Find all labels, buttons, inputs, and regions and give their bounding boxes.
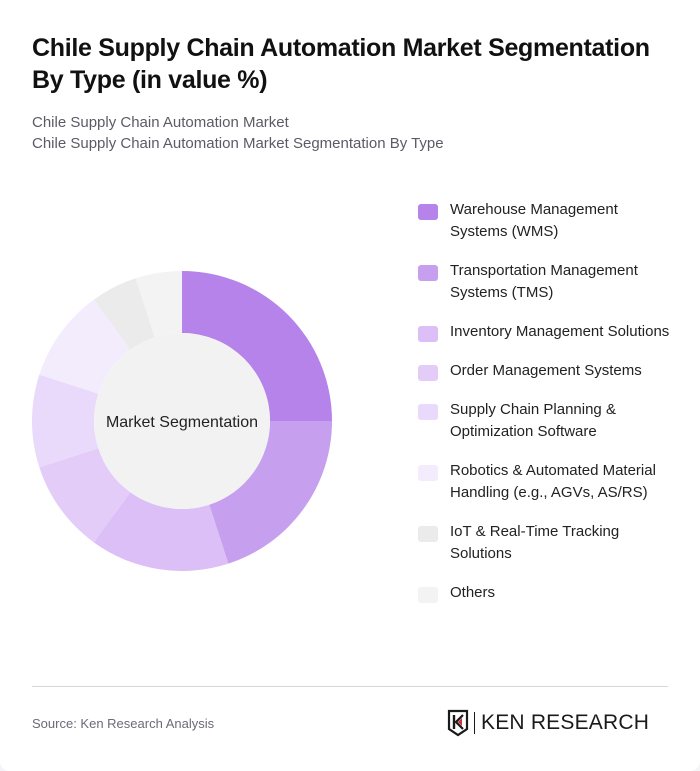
legend-swatch-icon — [418, 465, 438, 481]
legend-item[interactable]: Robotics & Automated Material Handling (… — [418, 460, 678, 504]
legend-item[interactable]: Warehouse Management Systems (WMS) — [418, 199, 678, 243]
donut-center — [94, 333, 270, 509]
legend-swatch-icon — [418, 587, 438, 603]
legend-label: Warehouse Management Systems (WMS) — [450, 201, 618, 240]
source-note: Source: Ken Research Analysis — [32, 716, 215, 731]
legend-swatch-icon — [418, 404, 438, 420]
legend-swatch-icon — [418, 326, 438, 342]
legend-label: IoT & Real-Time Tracking Solutions — [450, 523, 620, 562]
donut-segment[interactable] — [135, 271, 182, 338]
legend-item[interactable]: Inventory Management Solutions — [418, 321, 678, 343]
legend-label: Inventory Management Solutions — [450, 323, 670, 340]
donut-segment[interactable] — [182, 271, 332, 421]
legend-item[interactable]: IoT & Real-Time Tracking Solutions — [418, 521, 678, 565]
legend-label: Transportation Management Systems (TMS) — [450, 262, 638, 301]
legend-swatch-icon — [418, 204, 438, 220]
donut-segment[interactable] — [39, 448, 131, 543]
legend-label: Supply Chain Planning & Optimization Sof… — [450, 401, 616, 440]
legend-item[interactable]: Supply Chain Planning & Optimization Sof… — [418, 399, 678, 443]
legend-item[interactable]: Transportation Management Systems (TMS) — [418, 260, 678, 304]
legend-swatch-icon — [418, 526, 438, 542]
legend-swatch-icon — [418, 365, 438, 381]
donut-segment[interactable] — [31, 374, 99, 468]
legend-label: Order Management Systems — [450, 362, 642, 379]
donut-svg: Market Segmentation — [31, 271, 332, 571]
donut-segment[interactable] — [209, 421, 332, 564]
logo-separator — [474, 712, 475, 734]
chart-legend: Warehouse Management Systems (WMS) Transp… — [418, 199, 678, 621]
subtitle-market: Chile Supply Chain Automation Market — [32, 114, 289, 131]
donut-segment[interactable] — [93, 278, 155, 350]
legend-item[interactable]: Others — [418, 582, 678, 604]
donut-segment[interactable] — [93, 492, 229, 571]
ken-research-logo: KEN RESEARCH — [447, 708, 649, 738]
donut-chart: Market Segmentation — [31, 271, 332, 571]
ken-research-logo-icon — [447, 709, 469, 737]
legend-label: Robotics & Automated Material Handling (… — [450, 462, 656, 501]
donut-segment[interactable] — [39, 299, 131, 394]
legend-swatch-icon — [418, 265, 438, 281]
legend-item[interactable]: Order Management Systems — [418, 360, 678, 382]
page-title: Chile Supply Chain Automation Market Seg… — [32, 34, 650, 94]
logo-text: KEN RESEARCH — [481, 711, 650, 734]
footer-divider — [32, 686, 668, 687]
subtitle-segmentation: Chile Supply Chain Automation Market Seg… — [32, 135, 444, 152]
legend-label: Others — [450, 584, 496, 601]
donut-center-label: Market Segmentation — [106, 414, 258, 431]
